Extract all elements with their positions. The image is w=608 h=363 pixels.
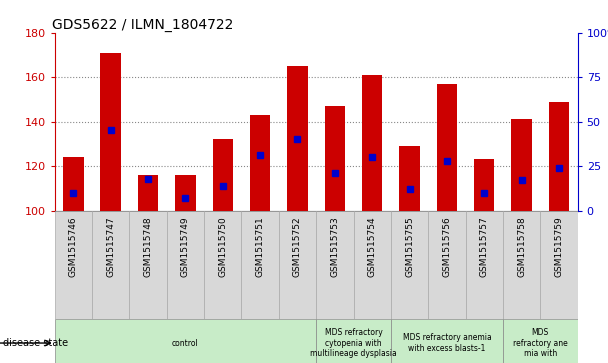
Bar xyxy=(541,211,578,319)
Bar xyxy=(503,211,541,319)
Bar xyxy=(428,211,466,319)
Text: GSM1515746: GSM1515746 xyxy=(69,216,78,277)
Bar xyxy=(353,211,391,319)
Bar xyxy=(213,139,233,211)
Text: GSM1515750: GSM1515750 xyxy=(218,216,227,277)
Text: GDS5622 / ILMN_1804722: GDS5622 / ILMN_1804722 xyxy=(52,18,233,32)
Bar xyxy=(167,211,204,319)
Text: GSM1515748: GSM1515748 xyxy=(143,216,153,277)
Bar xyxy=(138,175,158,211)
Bar xyxy=(511,119,532,211)
Bar xyxy=(316,319,391,363)
Bar xyxy=(548,102,569,211)
Bar xyxy=(130,211,167,319)
Bar xyxy=(241,211,279,319)
Text: GSM1515751: GSM1515751 xyxy=(255,216,264,277)
Bar xyxy=(399,146,420,211)
Bar xyxy=(63,157,84,211)
Bar xyxy=(325,106,345,211)
Text: GSM1515749: GSM1515749 xyxy=(181,216,190,277)
Text: MDS
refractory ane
mia with: MDS refractory ane mia with xyxy=(513,328,568,358)
Text: GSM1515752: GSM1515752 xyxy=(293,216,302,277)
Bar xyxy=(100,53,121,211)
Bar xyxy=(503,319,578,363)
Text: GSM1515758: GSM1515758 xyxy=(517,216,526,277)
Bar xyxy=(55,319,316,363)
Bar xyxy=(279,211,316,319)
Bar xyxy=(391,319,503,363)
Text: GSM1515755: GSM1515755 xyxy=(405,216,414,277)
Bar xyxy=(287,66,308,211)
Bar xyxy=(466,211,503,319)
Text: GSM1515753: GSM1515753 xyxy=(330,216,339,277)
Bar xyxy=(391,211,428,319)
Text: MDS refractory anemia
with excess blasts-1: MDS refractory anemia with excess blasts… xyxy=(402,333,491,353)
Bar xyxy=(474,159,494,211)
Text: control: control xyxy=(172,339,199,347)
Text: GSM1515754: GSM1515754 xyxy=(368,216,377,277)
Bar xyxy=(92,211,130,319)
Text: GSM1515757: GSM1515757 xyxy=(480,216,489,277)
Bar xyxy=(175,175,196,211)
Text: MDS refractory
cytopenia with
multilineage dysplasia: MDS refractory cytopenia with multilinea… xyxy=(310,328,397,358)
Bar xyxy=(362,75,382,211)
Bar xyxy=(250,115,271,211)
Text: GSM1515759: GSM1515759 xyxy=(554,216,564,277)
Text: GSM1515756: GSM1515756 xyxy=(443,216,451,277)
Text: disease state: disease state xyxy=(3,338,68,348)
Bar xyxy=(55,211,92,319)
Text: GSM1515747: GSM1515747 xyxy=(106,216,116,277)
Bar xyxy=(316,211,353,319)
Bar xyxy=(204,211,241,319)
Bar xyxy=(437,84,457,211)
